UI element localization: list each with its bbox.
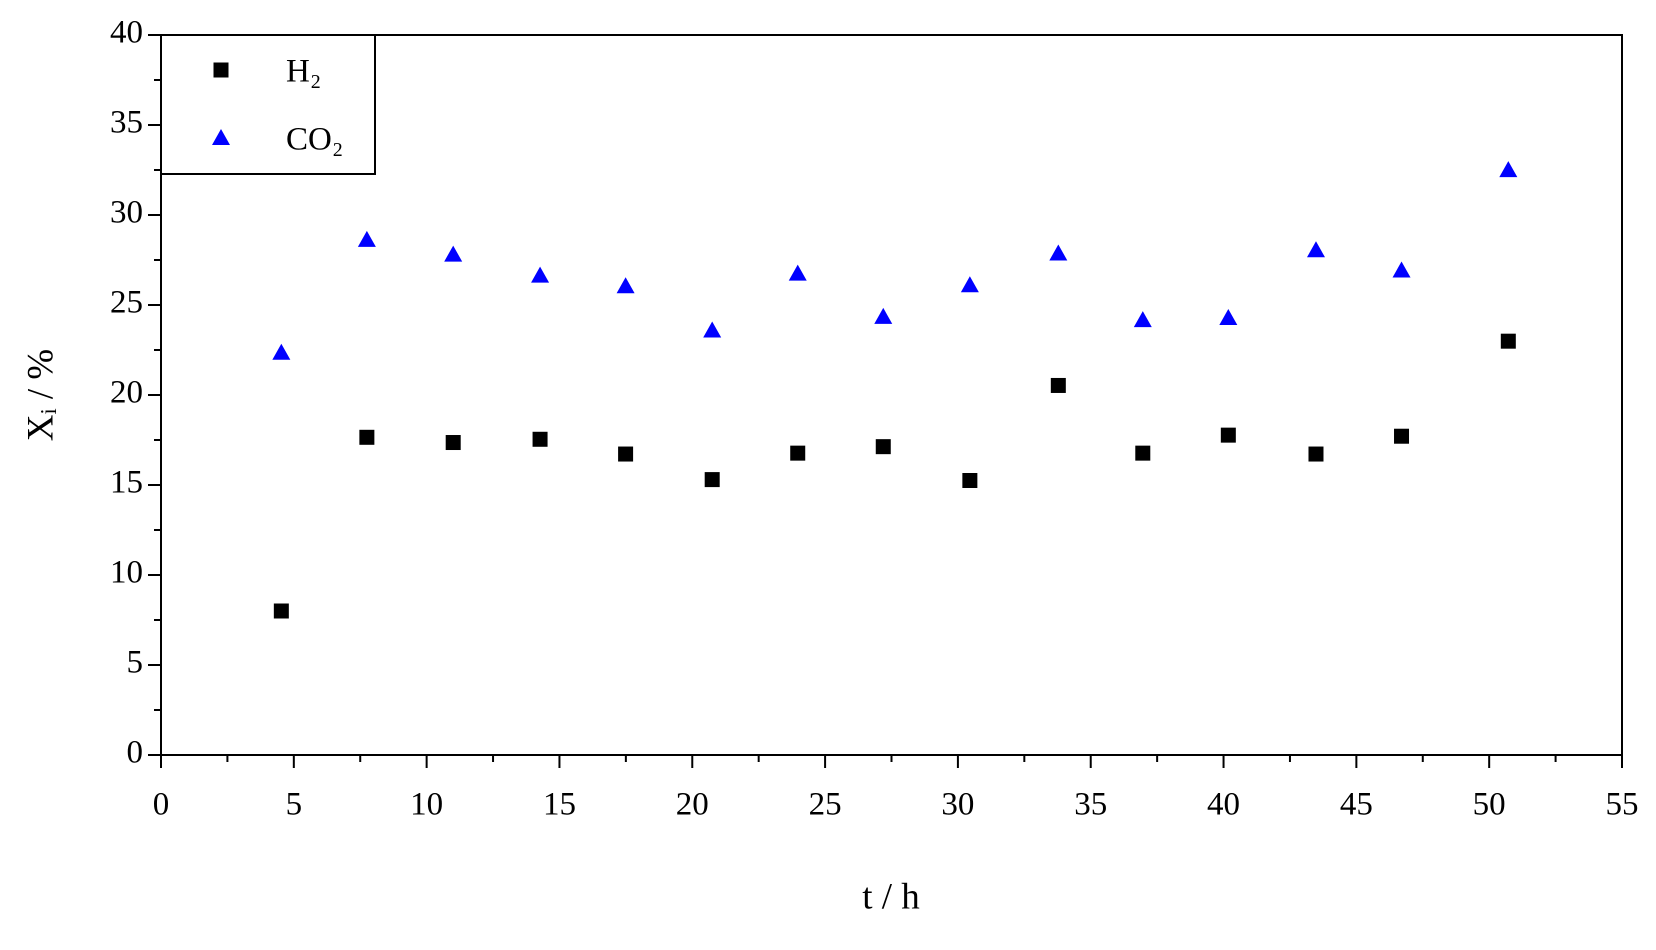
point [272,343,291,360]
point [1219,308,1238,325]
legend-marker [212,129,230,145]
y-tick-label: 0 [127,735,144,771]
point [444,245,463,262]
legend-label: CO₂ [286,122,343,158]
x-tick-label: 5 [286,787,303,823]
point [1500,333,1516,349]
point [445,435,461,451]
point [1049,244,1068,261]
point [531,266,550,283]
point [1135,445,1151,461]
point [1306,241,1325,258]
point [704,472,720,488]
point [703,321,722,338]
y-tick-label: 35 [110,105,143,141]
y-tick-label: 20 [110,375,143,411]
x-tick-label: 30 [941,787,974,823]
point [874,307,893,324]
point [532,431,548,447]
x-tick-label: 40 [1207,787,1240,823]
x-tick-label: 10 [410,787,443,823]
point [875,439,891,455]
point [1392,261,1411,278]
legend-label: H₂ [286,54,321,90]
legend-marker [213,62,229,78]
y-tick-label: 10 [110,555,143,591]
point [1050,377,1066,393]
x-axis-label: t / h [862,876,920,917]
point [616,277,635,294]
point [960,276,979,293]
y-tick-label: 40 [110,15,143,51]
x-tick-label: 0 [153,787,170,823]
y-tick-label: 5 [127,645,144,681]
point [359,429,375,445]
plot-frame [160,34,1623,756]
point [357,230,376,247]
point [1394,428,1410,444]
point [618,446,634,462]
x-tick-label: 35 [1074,787,1107,823]
y-tick-label: 30 [110,195,143,231]
x-tick-label: 50 [1473,787,1506,823]
point [790,445,806,461]
x-tick-label: 55 [1606,787,1639,823]
point [1308,446,1324,462]
point [1133,311,1152,328]
point [273,603,289,619]
point [788,264,807,281]
point [962,473,978,488]
y-tick-label: 15 [110,465,143,501]
y-axis-label: Xᵢ / % [20,349,61,441]
point [1499,161,1518,178]
x-tick-label: 45 [1340,787,1373,823]
x-tick-label: 20 [676,787,709,823]
legend-box [160,34,376,175]
x-tick-label: 15 [543,787,576,823]
y-tick-label: 25 [110,285,143,321]
point [1220,427,1236,443]
x-tick-label: 25 [809,787,842,823]
